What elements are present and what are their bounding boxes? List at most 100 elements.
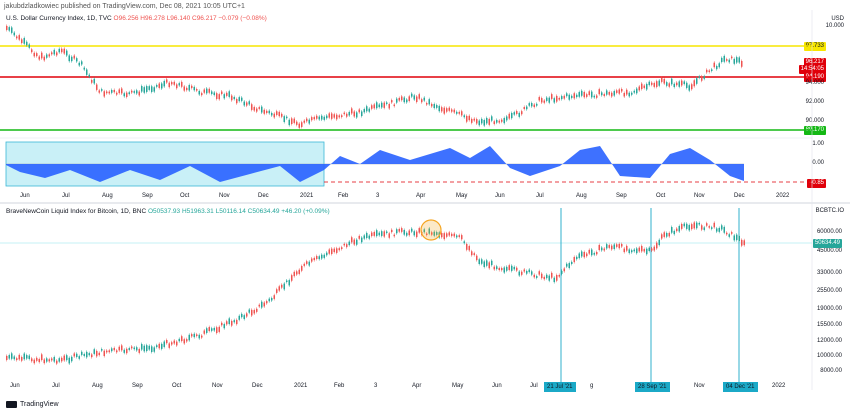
top-axis-label: Jun bbox=[495, 193, 505, 199]
candle bbox=[646, 83, 648, 90]
candle bbox=[738, 235, 740, 242]
candle bbox=[223, 94, 225, 99]
candle bbox=[253, 309, 255, 314]
level-89170-tag: 89.170 bbox=[803, 126, 826, 135]
candle bbox=[126, 92, 128, 98]
dxy-candles bbox=[6, 24, 743, 130]
bottom-axis-label: Aug bbox=[92, 383, 103, 389]
candle bbox=[246, 102, 248, 106]
candle bbox=[533, 274, 535, 278]
candle bbox=[43, 56, 45, 61]
candle bbox=[613, 244, 615, 250]
bottom-axis-label: Jul bbox=[530, 383, 538, 389]
candle bbox=[716, 228, 718, 232]
candle bbox=[468, 246, 470, 251]
candle bbox=[81, 351, 83, 355]
candle bbox=[521, 111, 523, 115]
candle bbox=[148, 345, 150, 350]
candle bbox=[341, 115, 343, 118]
candle bbox=[358, 109, 360, 113]
candle bbox=[23, 353, 25, 360]
candle bbox=[226, 92, 228, 96]
candle bbox=[416, 231, 418, 238]
candle bbox=[196, 89, 198, 91]
footer-brand[interactable]: TradingView bbox=[6, 401, 59, 408]
candle bbox=[118, 346, 120, 351]
top-axis-label: Apr bbox=[416, 193, 426, 199]
candle bbox=[633, 249, 635, 252]
candle bbox=[476, 255, 478, 261]
candle bbox=[626, 245, 628, 251]
candle bbox=[618, 243, 620, 249]
candle bbox=[268, 110, 270, 114]
candle bbox=[11, 27, 13, 33]
candle bbox=[148, 86, 150, 90]
candle bbox=[343, 243, 345, 246]
candle bbox=[693, 80, 695, 87]
candle bbox=[558, 274, 560, 277]
candle bbox=[56, 52, 58, 56]
candle bbox=[591, 91, 593, 98]
candle bbox=[548, 97, 550, 103]
candle bbox=[743, 240, 745, 246]
candle bbox=[438, 105, 440, 112]
candle bbox=[48, 359, 50, 362]
candle bbox=[33, 359, 35, 364]
candle bbox=[531, 103, 533, 107]
candle bbox=[663, 78, 665, 84]
candle bbox=[188, 84, 190, 91]
candle bbox=[101, 89, 103, 91]
candle bbox=[93, 78, 95, 84]
candle bbox=[668, 232, 670, 237]
candle bbox=[621, 89, 623, 92]
candle bbox=[628, 92, 630, 97]
candle bbox=[403, 97, 405, 103]
candle bbox=[688, 225, 690, 231]
candle bbox=[91, 80, 93, 83]
tradingview-label: TradingView bbox=[20, 401, 59, 408]
candle bbox=[493, 266, 495, 270]
candle bbox=[503, 267, 505, 273]
osc-tag: −0.85 bbox=[806, 179, 826, 188]
candle bbox=[206, 328, 208, 333]
candle bbox=[308, 261, 310, 266]
candle bbox=[228, 91, 230, 97]
candle bbox=[156, 84, 158, 87]
candle bbox=[501, 268, 503, 271]
candle bbox=[546, 274, 548, 279]
candle bbox=[83, 67, 85, 70]
candle bbox=[686, 223, 688, 229]
osc-tick-1: 1.00 bbox=[812, 141, 824, 147]
candle bbox=[721, 57, 723, 63]
candle bbox=[113, 89, 115, 93]
candle bbox=[271, 112, 273, 116]
candle bbox=[71, 56, 73, 62]
candle bbox=[161, 83, 163, 89]
candle bbox=[606, 244, 608, 249]
candle bbox=[463, 115, 465, 118]
candle bbox=[586, 253, 588, 257]
candle bbox=[181, 81, 183, 87]
candle bbox=[686, 82, 688, 88]
candle bbox=[563, 95, 565, 99]
candle bbox=[311, 117, 313, 121]
candle bbox=[316, 256, 318, 260]
candle bbox=[181, 336, 183, 342]
candle bbox=[291, 275, 293, 281]
candle bbox=[378, 232, 380, 236]
candle bbox=[51, 358, 53, 361]
btc-price-tick: 33000.00 bbox=[816, 270, 842, 276]
candle bbox=[176, 341, 178, 346]
candle bbox=[513, 266, 515, 270]
top-axis-label: 2022 bbox=[776, 193, 790, 199]
candle bbox=[518, 112, 520, 117]
bottom-axis-label: Jul bbox=[52, 383, 60, 389]
candle bbox=[671, 227, 673, 233]
candle bbox=[376, 102, 378, 109]
candle bbox=[451, 233, 453, 237]
bottom-axis-label: 2021 bbox=[294, 383, 308, 389]
bottom-axis-label: Nov bbox=[694, 383, 705, 389]
candle bbox=[103, 91, 105, 97]
candle bbox=[718, 227, 720, 232]
